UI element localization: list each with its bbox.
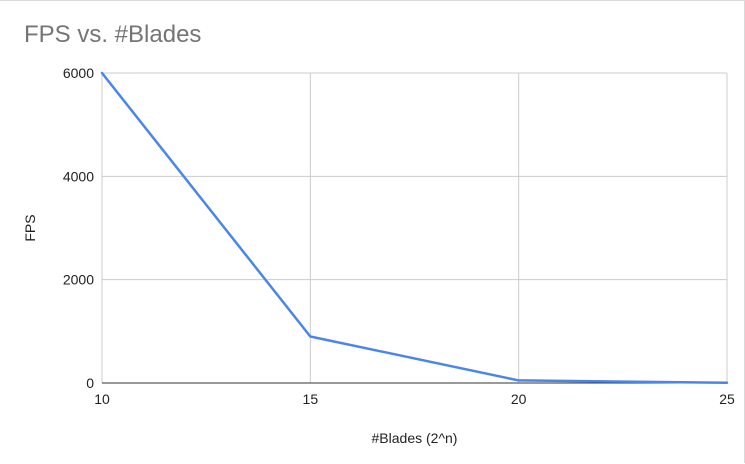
chart-title: FPS vs. #Blades	[24, 21, 202, 48]
x-tick-label: 20	[511, 391, 527, 407]
x-tick-label: 15	[303, 391, 319, 407]
y-tick-label: 6000	[63, 65, 94, 81]
x-tick-label: 25	[719, 391, 735, 407]
y-tick-label: 4000	[63, 168, 94, 184]
x-tick-label: 10	[94, 391, 110, 407]
series-lines	[100, 71, 729, 384]
y-axis-title: FPS	[22, 214, 38, 241]
y-tick-label: 0	[86, 375, 94, 391]
grid-lines	[102, 72, 728, 383]
axes	[101, 73, 727, 384]
x-axis-title: #Blades (2^n)	[372, 430, 458, 446]
y-tick-label: 2000	[63, 272, 94, 288]
tick-labels: 0 2000 4000 6000 10 15 20 25	[63, 65, 735, 407]
series-line	[100, 71, 729, 384]
